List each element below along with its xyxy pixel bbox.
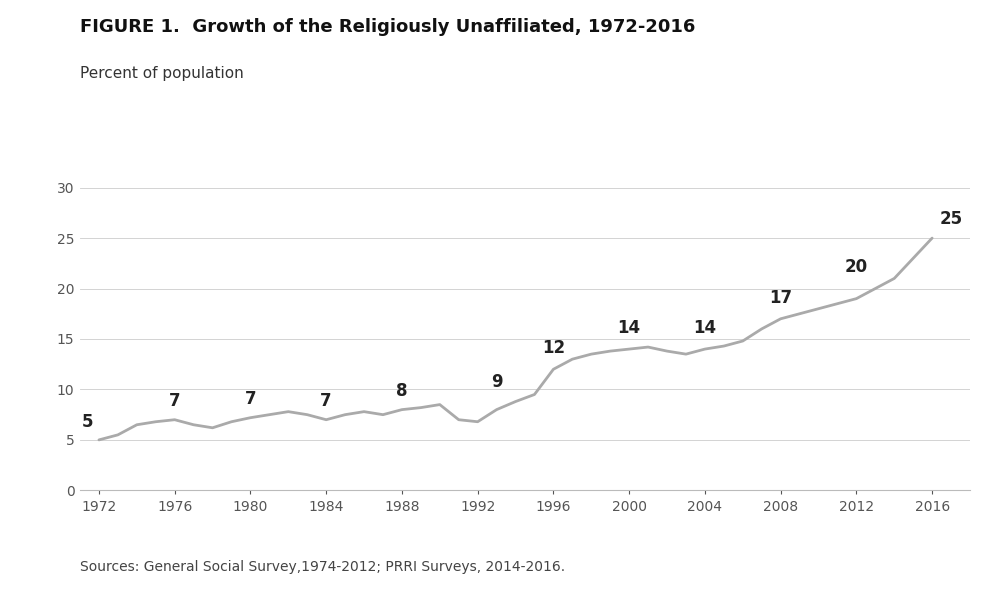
Text: 14: 14: [618, 319, 641, 337]
Text: FIGURE 1.  Growth of the Religiously Unaffiliated, 1972-2016: FIGURE 1. Growth of the Religiously Unaf…: [80, 18, 695, 36]
Text: 5: 5: [82, 413, 93, 431]
Text: 8: 8: [396, 382, 408, 399]
Text: 12: 12: [542, 339, 565, 357]
Text: 20: 20: [845, 258, 868, 276]
Text: Sources: General Social Survey,1974-2012; PRRI Surveys, 2014-2016.: Sources: General Social Survey,1974-2012…: [80, 560, 565, 574]
Text: 7: 7: [245, 390, 256, 408]
Text: Percent of population: Percent of population: [80, 66, 244, 81]
Text: 17: 17: [769, 289, 792, 307]
Text: 9: 9: [491, 374, 502, 392]
Text: 14: 14: [693, 319, 716, 337]
Text: 7: 7: [320, 392, 332, 410]
Text: 25: 25: [940, 210, 963, 228]
Text: 7: 7: [169, 392, 180, 410]
